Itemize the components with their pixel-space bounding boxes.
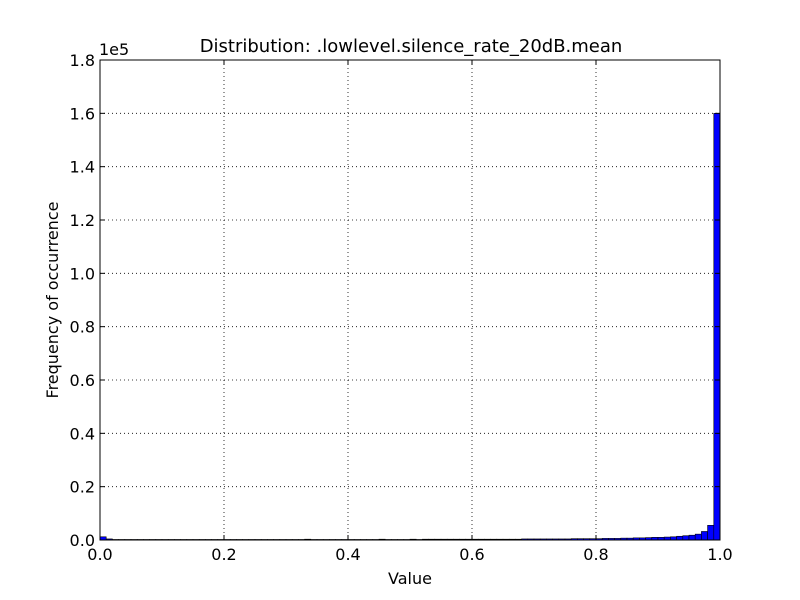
x-tick-label: 0.0 [87,545,112,564]
histogram-bar [676,535,684,541]
x-tick-label: 0.4 [335,545,360,564]
x-tick-label: 0.6 [459,545,484,564]
y-tick-label: 1.2 [70,211,95,230]
y-tick-label: 1.8 [70,51,95,70]
histogram-bar [694,533,702,541]
x-axis-label: Value [388,569,432,588]
y-tick-label: 0.4 [70,424,95,443]
histogram-bar [701,531,708,541]
x-tick-label: 1.0 [707,545,732,564]
y-tick-label: 1.4 [70,158,95,177]
histogram-bar [688,534,696,541]
plot-frame [99,59,721,541]
y-tick-label: 0.8 [70,318,95,337]
y-tick-label: 0.6 [70,371,95,390]
chart-title: Distribution: .lowlevel.silence_rate_20d… [200,36,623,57]
x-tick-label: 0.2 [211,545,236,564]
axis-ticks: 0.0 0.2 0.4 0.6 0.8 1.0 0.0 0.2 0.4 0.6 0.8 1.0 1.2 1… [70,51,733,564]
y-tick-label: 0.0 [70,531,95,550]
histogram-bar [707,525,715,541]
y-tick-label: 1.0 [70,264,95,283]
grid-lines [100,60,720,540]
x-tick-label: 0.8 [583,545,608,564]
histogram-bar [682,535,690,541]
y-tick-label: 1.6 [70,104,95,123]
y-multiplier-label: 1e5 [99,40,129,59]
y-tick-label: 0.2 [70,478,95,497]
y-axis-label: Frequency of occurrence [43,202,62,399]
